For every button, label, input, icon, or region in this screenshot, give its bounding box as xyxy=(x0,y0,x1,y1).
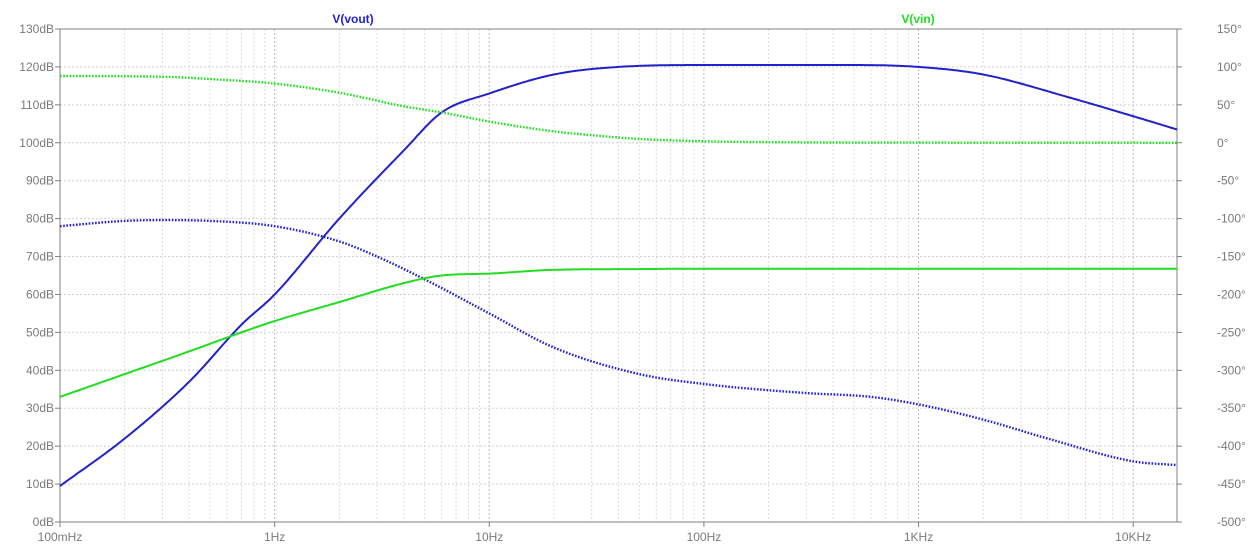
y-left-tick-label: 40dB xyxy=(26,363,54,377)
y-left-tick-label: 120dB xyxy=(19,60,54,74)
phase-trace-vin xyxy=(60,74,1177,144)
x-tick-label: 1KHz xyxy=(904,530,933,544)
y-right-tick-label: -300° xyxy=(1217,363,1246,377)
y-left-tick-label: 80dB xyxy=(26,212,54,226)
y-right-tick-label: -150° xyxy=(1217,250,1246,264)
y-right-tick-label: -50° xyxy=(1217,174,1239,188)
y-right-tick-label: 50° xyxy=(1217,98,1235,112)
x-tick-label: 100Hz xyxy=(687,530,722,544)
y-right-tick-label: -400° xyxy=(1217,439,1246,453)
grid xyxy=(59,28,1177,523)
y-left-tick-label: 100dB xyxy=(19,136,54,150)
y-right-tick-label: -100° xyxy=(1217,212,1246,226)
x-tick-label: 1Hz xyxy=(264,530,285,544)
y-right-tick-label: -500° xyxy=(1217,515,1246,529)
x-tick-label: 100mHz xyxy=(38,530,83,544)
y-right-tick-label: -250° xyxy=(1217,325,1246,339)
traces xyxy=(59,64,1178,487)
magnitude-trace-vout xyxy=(59,64,1178,487)
y-left-tick-label: 60dB xyxy=(26,287,54,301)
y-left-tick-label: 110dB xyxy=(20,98,54,112)
y-left-tick-label: 30dB xyxy=(26,401,54,415)
axis-labels: 0dB 10dB 20dB 30dB 40dB 50dB 60dB 70dB 80dB 90dB 1… xyxy=(19,22,1246,544)
phase-trace-vout xyxy=(59,218,1178,467)
trace-label-vin: V(vin) xyxy=(901,12,934,26)
y-left-tick-label: 70dB xyxy=(26,250,54,264)
x-tick-label: 10Hz xyxy=(475,530,503,544)
x-tick-label: 10KHz xyxy=(1115,530,1151,544)
plot-frame xyxy=(59,28,1178,523)
magnitude-trace-vin xyxy=(59,267,1177,398)
y-left-tick-label: 90dB xyxy=(26,174,54,188)
y-left-tick-label: 20dB xyxy=(26,439,54,453)
y-right-tick-label: -350° xyxy=(1217,401,1246,415)
trace-label-vout: V(vout) xyxy=(332,12,373,26)
y-right-tick-label: 100° xyxy=(1217,60,1242,74)
y-right-tick-label: 150° xyxy=(1217,22,1242,36)
y-right-tick-label: -200° xyxy=(1217,287,1246,301)
y-right-tick-label: -450° xyxy=(1217,477,1246,491)
y-left-tick-label: 50dB xyxy=(26,325,54,339)
y-left-tick-label: 10dB xyxy=(26,477,54,491)
y-left-tick-label: 0dB xyxy=(33,515,54,529)
y-left-tick-label: 130dB xyxy=(19,22,54,36)
y-right-tick-label: 0° xyxy=(1217,136,1229,150)
